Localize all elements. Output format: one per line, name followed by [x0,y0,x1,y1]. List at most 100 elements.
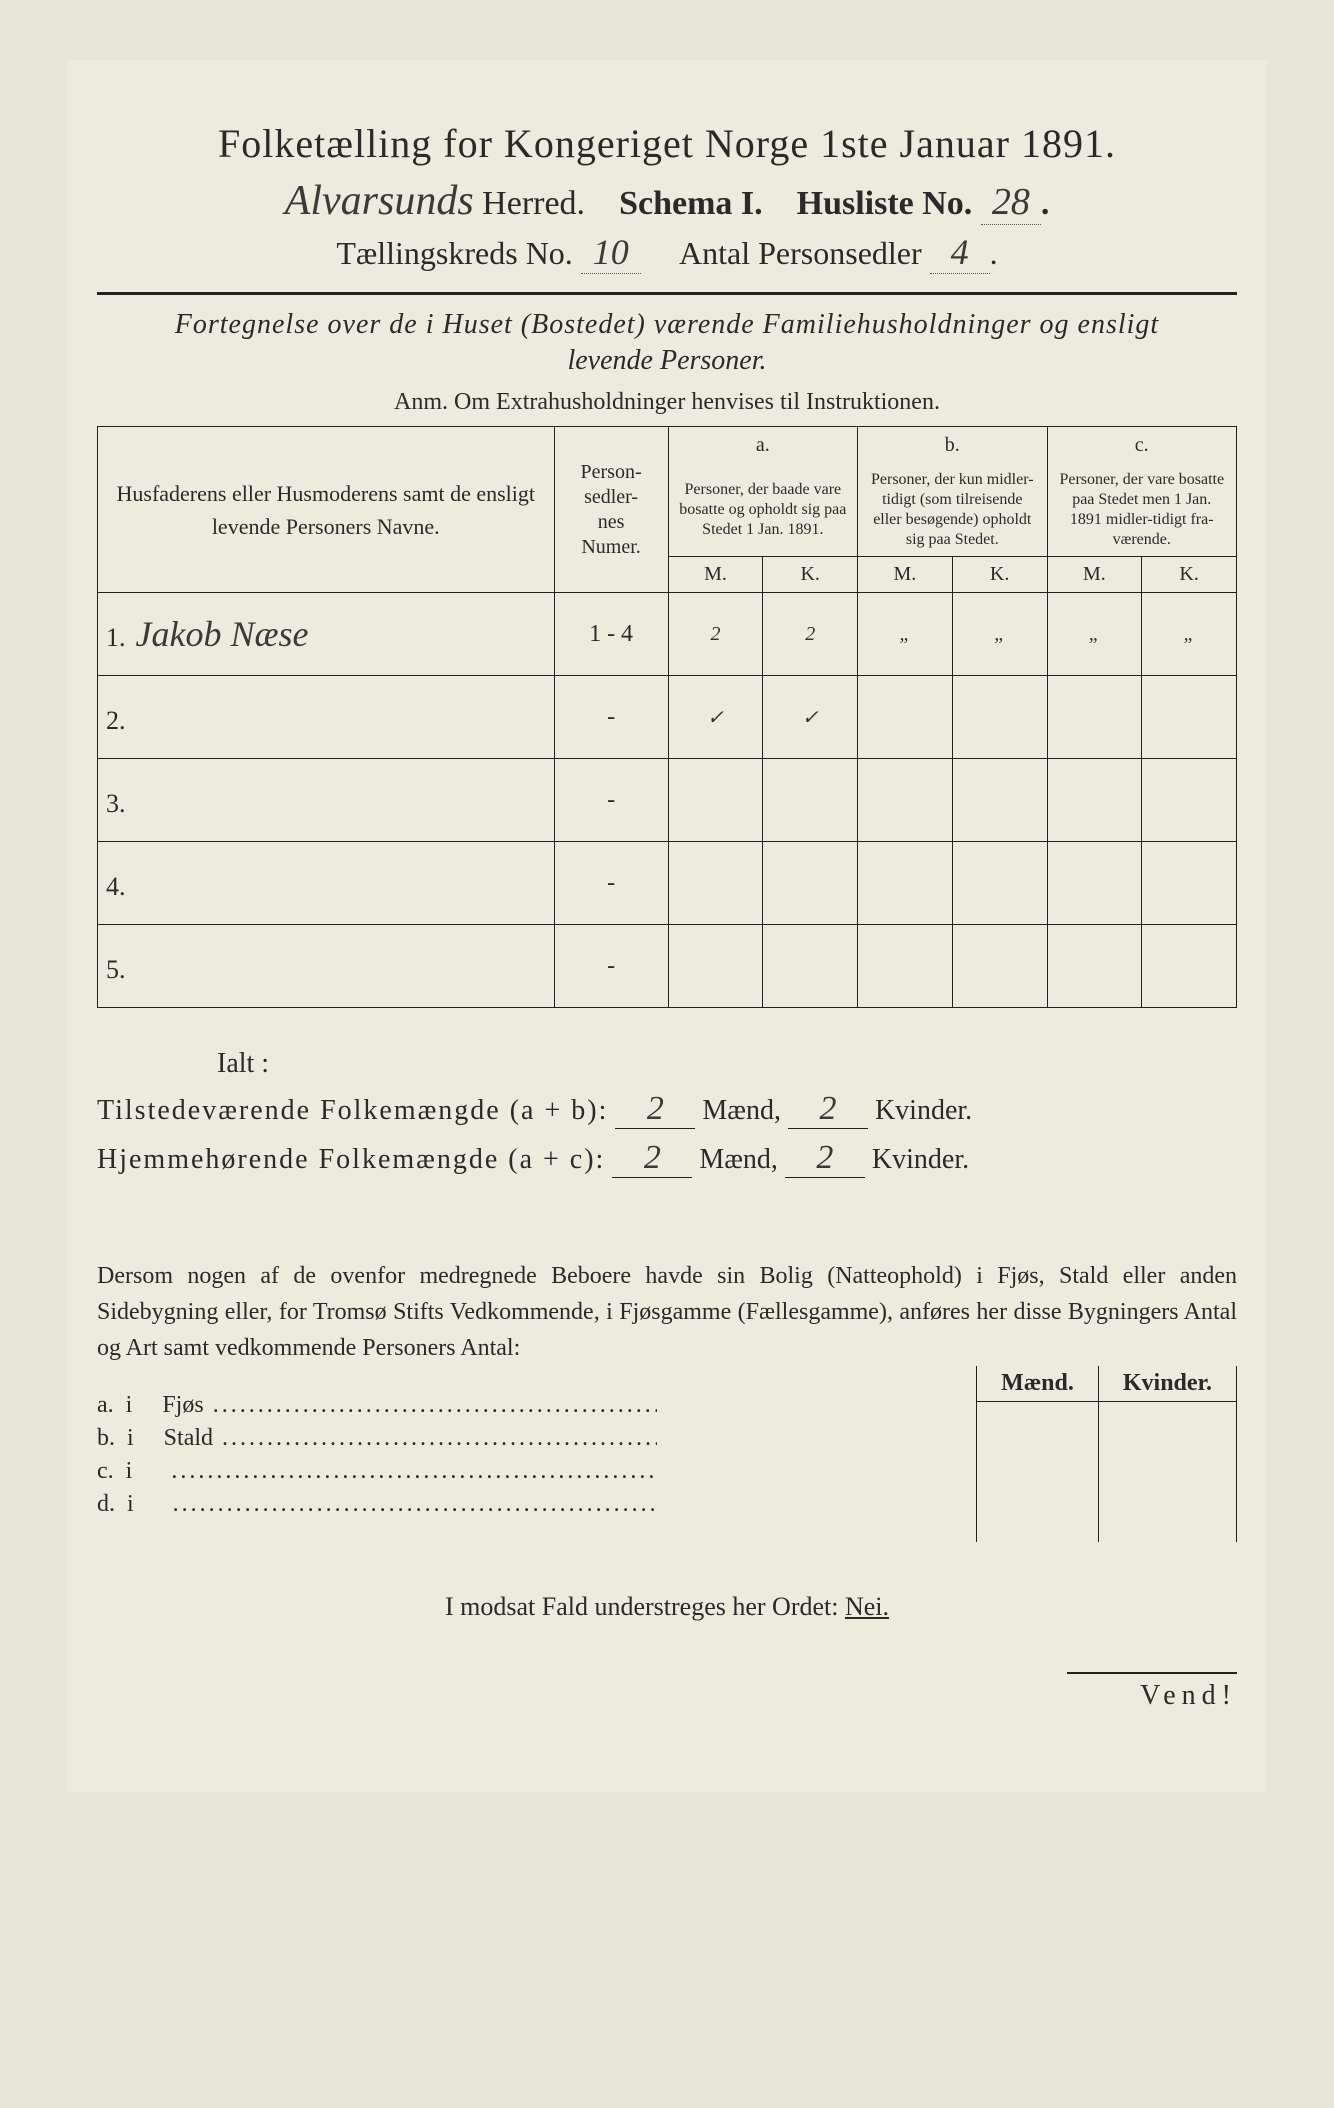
cell-c_k [1142,925,1237,1008]
sublist-row: a. i Fjøs [97,1392,956,1419]
sublist-rows: a. i Fjøs b. i Stald c. i d. i [97,1386,956,1524]
cell-num: - [554,759,668,842]
col-b-m: M. [858,557,953,593]
col-a-header: Personer, der baade vare bosatte og opho… [668,464,857,557]
col-a-k: K. [763,557,858,593]
header-line-3: Tællingskreds No. 10 Antal Personsedler … [97,231,1237,274]
row-index: 4. [106,872,126,901]
col-num-header-text: Person- sedler- nes Numer. [563,460,660,560]
row-index: 1. [106,623,126,652]
table-row: 1.Jakob Næse1 - 422„„„„ [98,593,1237,676]
cell-b_k [952,842,1047,925]
cell-a_k: 2 [763,593,858,676]
cell-value: 2 [805,623,815,645]
cell-value: - [607,953,615,979]
ialt-label: Ialt : [217,1048,1237,1080]
sublist-lead: d. i [97,1491,657,1518]
outbuilding-paragraph: Dersom nogen af de ovenfor medregnede Be… [97,1258,1237,1366]
cell-num: - [554,925,668,1008]
totals-l1-m: 2 [615,1090,695,1129]
cell-a_m [668,759,763,842]
cell-c_m [1047,759,1142,842]
col-names-header: Husfaderens eller Husmoderens samt de en… [98,427,555,593]
cell-b_m [858,676,953,759]
col-names-header-text: Husfaderens eller Husmoderens samt de en… [106,467,546,553]
cell-value: „ [994,623,1005,645]
sublist-label: Fjøs [162,1392,203,1418]
sublist-key: d. i [97,1491,164,1517]
taellingskreds-label: Tællingskreds No. [336,235,572,271]
col-b-k: K. [952,557,1047,593]
herred-handwritten: Alvarsunds [285,178,474,224]
sublist-maend-header: Mænd. [977,1366,1099,1402]
sublist-dots [164,1491,657,1517]
cell-a_k: ✓ [763,676,858,759]
cell-a_k [763,842,858,925]
sublist-label: Stald [164,1425,213,1451]
cell-c_k: „ [1142,593,1237,676]
taellingskreds-no: 10 [581,231,641,274]
totals-maend-1: Mænd, [702,1095,781,1126]
subtitle-line-2: levende Personer. [97,345,1237,377]
col-b-header: Personer, der kun midler-tidigt (som til… [858,464,1047,557]
row-index: 5. [106,955,126,984]
cell-b_m [858,759,953,842]
schema-label: Schema I. [619,185,763,222]
cell-c_m [1047,925,1142,1008]
divider-top [97,292,1237,295]
cell-b_k [952,759,1047,842]
household-table: Husfaderens eller Husmoderens samt de en… [97,426,1237,1008]
cell-a_k [763,925,858,1008]
sublist-kvinder-header: Kvinder. [1098,1366,1236,1402]
totals-line-2: Hjemmehørende Folkemængde (a + c): 2 Mæn… [97,1139,1237,1178]
cell-b_k [952,925,1047,1008]
sublist-row: c. i [97,1458,956,1485]
sublist-lead: c. i [97,1458,657,1485]
cell-value: „ [1089,623,1100,645]
cell-value: - [607,787,615,813]
cell-num: 1 - 4 [554,593,668,676]
row-name-cell: 4. [98,842,555,925]
cell-b_k [952,676,1047,759]
cell-c_m [1047,842,1142,925]
totals-l1-k: 2 [788,1090,868,1129]
cell-value: - [607,870,615,896]
row-index: 3. [106,789,126,818]
census-form-page: Folketælling for Kongeriget Norge 1ste J… [67,60,1267,1792]
herred-label: Herred. [482,185,585,222]
cell-num: - [554,676,668,759]
totals-l2-k: 2 [785,1139,865,1178]
totals-l1-label: Tilstedeværende Folkemængde (a + b): [97,1095,608,1126]
antal-no: 4 [930,231,990,274]
page-title: Folketælling for Kongeriget Norge 1ste J… [97,120,1237,167]
cell-c_m: „ [1047,593,1142,676]
row-name-cell: 1. Jakob Næse [98,593,555,676]
sublist-key: a. i [97,1392,162,1418]
col-a-m: M. [668,557,763,593]
cell-value: - [607,704,615,730]
col-num-header: Person- sedler- nes Numer. [554,427,668,593]
sublist-mk-table: Mænd. Kvinder. [976,1366,1237,1542]
table-row: 4. - [98,842,1237,925]
col-c-m: M. [1047,557,1142,593]
vend-label: Vend! [1067,1672,1237,1712]
row-name-cell: 2. [98,676,555,759]
sublist-lead: b. i Stald [97,1425,657,1452]
cell-c_m [1047,676,1142,759]
nei-line: I modsat Fald understreges her Ordet: Ne… [97,1592,1237,1622]
sublist-key: c. i [97,1458,162,1484]
row-name-cell: 3. [98,759,555,842]
husliste-no: 28 [981,180,1041,225]
col-c-label: c. [1047,427,1237,465]
row-name: Jakob Næse [136,614,309,654]
cell-a_m: 2 [668,593,763,676]
totals-block: Ialt : Tilstedeværende Folkemængde (a + … [97,1048,1237,1178]
sublist-row: b. i Stald [97,1425,956,1452]
cell-value: „ [899,623,910,645]
row-index: 2. [106,706,126,735]
cell-num: - [554,842,668,925]
col-c-k: K. [1142,557,1237,593]
cell-a_m: ✓ [668,676,763,759]
cell-a_k [763,759,858,842]
cell-a_m [668,925,763,1008]
